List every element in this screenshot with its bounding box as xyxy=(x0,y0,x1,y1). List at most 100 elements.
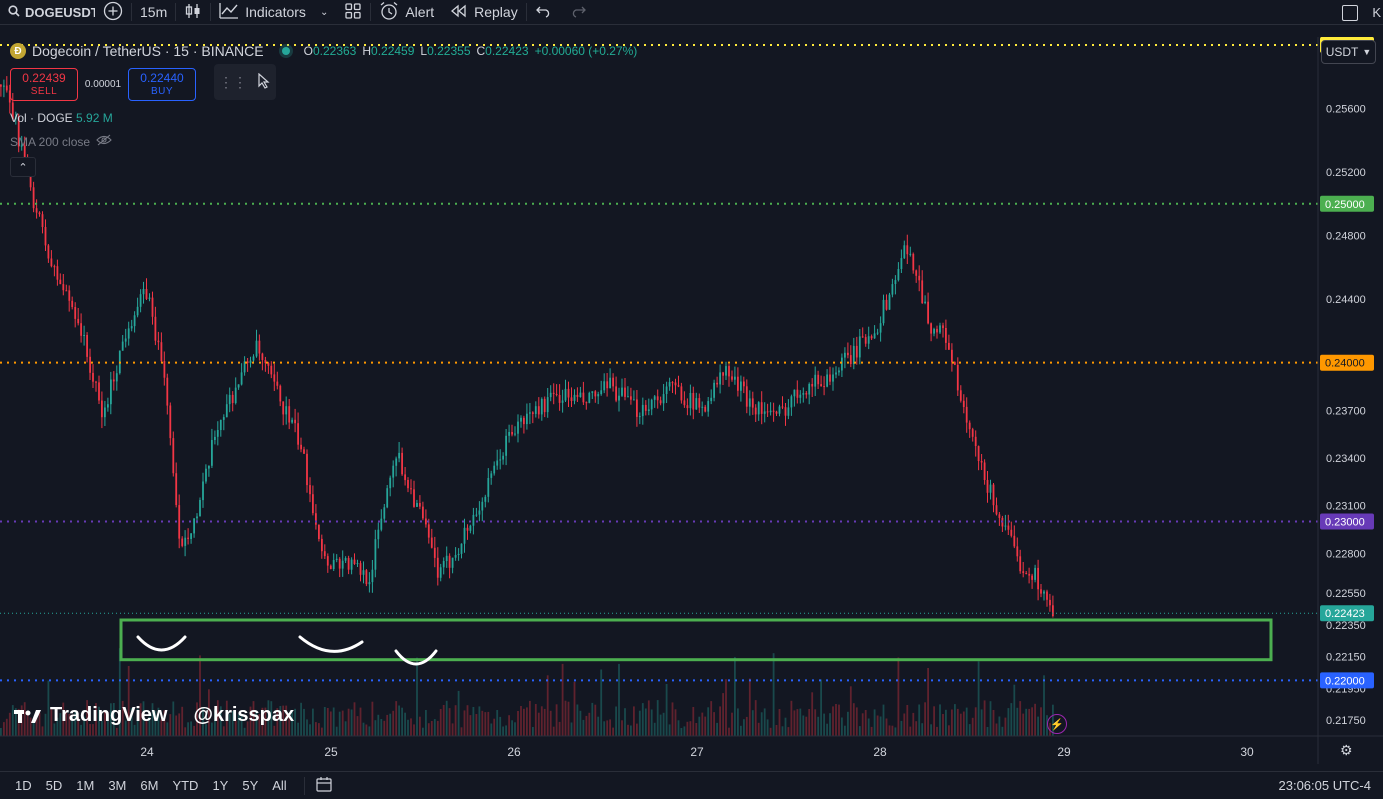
range-5d[interactable]: 5D xyxy=(45,778,63,793)
sell-button[interactable]: 0.22439 SELL xyxy=(10,68,78,101)
volume-bar xyxy=(763,708,766,736)
rewind-icon xyxy=(450,4,468,21)
volume-bar xyxy=(56,717,59,736)
candle-body xyxy=(35,208,38,213)
candle-body xyxy=(838,370,840,373)
cursor-arrow-icon[interactable] xyxy=(257,72,271,92)
alert-button[interactable]: Alert xyxy=(371,0,442,25)
settings-gear-icon[interactable]: ⚙ xyxy=(1340,742,1353,758)
fullscreen-icon[interactable] xyxy=(1342,4,1359,21)
lightning-icon[interactable]: ⚡ xyxy=(1047,714,1067,734)
candle-body xyxy=(362,570,365,575)
buy-button[interactable]: 0.22440 BUY xyxy=(128,68,196,101)
collapse-legend-button[interactable]: ⌃ xyxy=(10,157,36,177)
volume-bar xyxy=(823,713,825,736)
chart-type-button[interactable] xyxy=(176,0,210,25)
add-symbol-button[interactable] xyxy=(95,0,131,25)
volume-bar xyxy=(196,702,198,736)
price-tick-label: 0.22150 xyxy=(1326,652,1366,664)
toolbar-right: K xyxy=(1342,0,1383,25)
sma-legend[interactable]: SMA 200 close xyxy=(10,134,112,149)
redo-button[interactable] xyxy=(561,0,595,25)
volume-bar xyxy=(600,669,603,736)
candle-body xyxy=(199,500,201,517)
chart-pane[interactable]: 0.25600 0.25200 0.24800 0.24400 0.23700 0.234… xyxy=(0,37,1383,764)
volume-bar xyxy=(870,726,873,736)
candle-body xyxy=(968,422,971,430)
candle-body xyxy=(805,393,808,395)
candle-body xyxy=(309,485,311,495)
symbol-title[interactable]: Dogecoin / TetherUS · 15 · BINANCE xyxy=(32,43,264,59)
drag-handle-icon[interactable]: ⋮⋮ xyxy=(219,73,247,90)
volume-bar xyxy=(939,704,941,736)
undo-button[interactable] xyxy=(527,0,561,25)
date-range-icon[interactable] xyxy=(315,776,333,795)
candle-body xyxy=(439,567,442,578)
volume-bar xyxy=(53,723,56,736)
redo-icon xyxy=(569,4,587,21)
candle-body xyxy=(151,297,154,317)
range-5y[interactable]: 5Y xyxy=(242,778,259,793)
volume-bar xyxy=(496,710,499,736)
volume-bar xyxy=(502,726,504,736)
price-tick-label: 0.24400 xyxy=(1326,294,1366,306)
layouts-button[interactable] xyxy=(336,0,370,25)
volume-bar xyxy=(3,722,5,736)
volume-bar xyxy=(130,708,133,736)
eye-hidden-icon[interactable] xyxy=(96,134,112,149)
candle-body xyxy=(139,294,142,307)
candle-body xyxy=(380,518,383,530)
candle-body xyxy=(228,394,231,405)
candle-body xyxy=(160,342,163,362)
volume-bar xyxy=(386,714,389,736)
price-chart[interactable]: 0.25600 0.25200 0.24800 0.24400 0.23700 0.234… xyxy=(0,37,1383,764)
range-3m[interactable]: 3M xyxy=(108,778,127,793)
candle-body xyxy=(1040,589,1042,594)
symbol-search[interactable]: DOGEUSDT xyxy=(0,0,95,25)
top-toolbar: DOGEUSDT 15m Indicators ⌄ Alert xyxy=(0,0,1383,25)
candle-body xyxy=(300,444,302,450)
volume-bar xyxy=(674,709,677,736)
candle-body xyxy=(469,525,472,531)
candle-body xyxy=(1007,525,1010,530)
clock[interactable]: 23:06:05 UTC-4 xyxy=(1278,778,1372,793)
volume-bar xyxy=(368,726,371,736)
range-all[interactable]: All xyxy=(272,778,287,793)
volume-bar xyxy=(0,728,2,736)
candle-body xyxy=(698,398,701,408)
volume-bar xyxy=(395,701,398,736)
volume-bar xyxy=(104,710,106,736)
volume-bar xyxy=(398,705,400,736)
tradingview-logo: TradingView xyxy=(14,704,167,727)
volume-bar xyxy=(662,712,665,736)
candle-body xyxy=(514,433,516,435)
drawing-mini-toolbar[interactable]: ⋮⋮ xyxy=(214,64,276,100)
interval-button[interactable]: 15m xyxy=(132,0,175,25)
range-1d[interactable]: 1D xyxy=(15,778,32,793)
candle-body xyxy=(737,376,739,391)
volume-legend[interactable]: Vol · DOGE 5.92 M xyxy=(10,111,113,125)
range-6m[interactable]: 6M xyxy=(140,778,159,793)
indicators-button[interactable]: Indicators ⌄ xyxy=(211,0,336,25)
candle-body xyxy=(656,396,659,401)
candle-body xyxy=(537,406,540,415)
volume-bar xyxy=(781,726,784,736)
volume-bar xyxy=(627,724,629,736)
volume-bar xyxy=(219,706,222,736)
currency-select[interactable]: USDT ▼ xyxy=(1321,40,1376,64)
volume-bar xyxy=(728,727,730,736)
range-ytd[interactable]: YTD xyxy=(172,778,199,793)
volume-bar xyxy=(234,720,237,736)
candle-body xyxy=(484,496,487,502)
replay-button[interactable]: Replay xyxy=(442,0,526,25)
range-1m[interactable]: 1M xyxy=(76,778,95,793)
range-1y[interactable]: 1Y xyxy=(212,778,229,793)
candle-body xyxy=(644,404,647,411)
candle-body xyxy=(532,412,534,414)
volume-bar xyxy=(499,716,502,736)
volume-bar xyxy=(558,721,561,736)
volume-bar xyxy=(430,721,433,736)
candle-body xyxy=(942,325,944,329)
candle-body xyxy=(567,388,570,398)
volume-bar xyxy=(529,700,531,736)
